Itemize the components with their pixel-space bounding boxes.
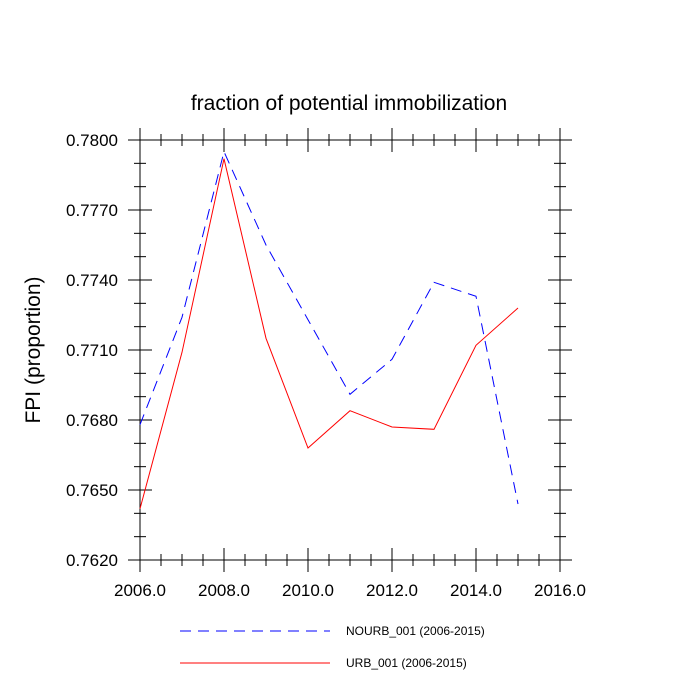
legend-label: URB_001 (2006-2015): [346, 656, 467, 670]
x-tick-label: 2014.0: [450, 581, 502, 600]
x-tick-label: 2010.0: [282, 581, 334, 600]
y-tick-label: 0.7650: [66, 481, 118, 500]
y-tick-label: 0.7710: [66, 341, 118, 360]
y-tick-label: 0.7620: [66, 551, 118, 570]
plot-frame: [139, 139, 561, 561]
x-tick-label: 2016.0: [534, 581, 586, 600]
x-tick-label: 2012.0: [366, 581, 418, 600]
x-tick-label: 2006.0: [114, 581, 166, 600]
y-tick-label: 0.7740: [66, 271, 118, 290]
legend-label: NOURB_001 (2006-2015): [346, 624, 485, 638]
y-tick-label: 0.7770: [66, 201, 118, 220]
x-tick-label: 2008.0: [198, 581, 250, 600]
series-line: [139, 158, 519, 509]
plot-area: 2006.0 2008.0 2010.0 2012.0 2014.0 2016.0 0.76…: [66, 128, 586, 600]
y-tick-label: 0.7680: [66, 411, 118, 430]
legend: NOURB_001 (2006-2015) URB_001 (2006-2015): [180, 624, 485, 670]
y-axis-label: FPI (proportion): [22, 276, 45, 423]
y-tick-label: 0.7800: [66, 131, 118, 150]
series-line: [139, 150, 519, 505]
chart-title: fraction of potential immobilization: [191, 92, 507, 115]
